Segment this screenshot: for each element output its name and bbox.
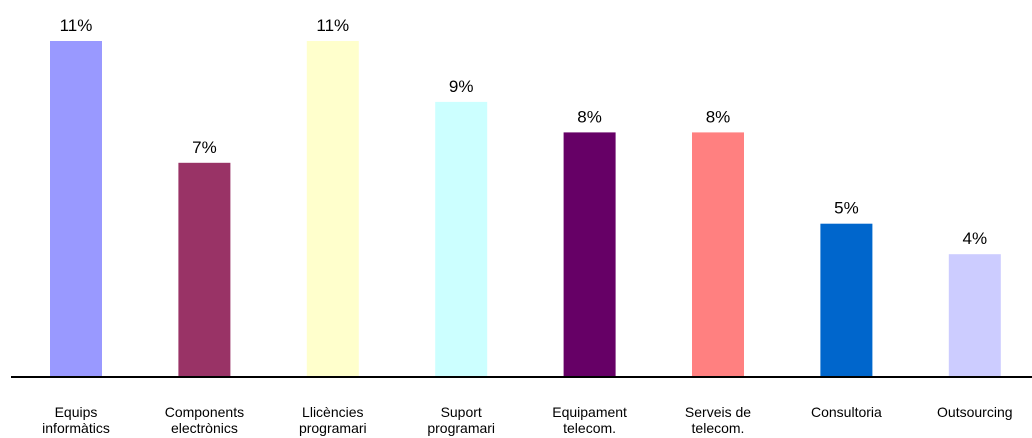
bar (306, 41, 359, 376)
bar (178, 162, 231, 376)
category-tick-label: Llicències (302, 404, 363, 420)
data-label: 8% (706, 107, 731, 126)
bar (948, 254, 1001, 376)
category-tick-label: programari (427, 420, 495, 436)
category-tick-label: electrònics (171, 420, 238, 436)
bar (50, 41, 102, 376)
category-tick-label: Components (165, 404, 244, 420)
category-tick-label: Consultoria (811, 404, 882, 420)
data-labels-group: 11% 7% 11% 9% 8% 8% 5% 4% (60, 16, 987, 248)
category-tick-label: Outsourcing (937, 404, 1012, 420)
bar (563, 132, 616, 376)
category-tick-label: telecom. (692, 420, 745, 436)
data-label: 9% (449, 77, 474, 96)
category-tick-label: informàtics (42, 420, 110, 436)
category-tick-label: Equipament (552, 404, 627, 420)
data-label: 8% (577, 107, 602, 126)
category-tick-label: Serveis de (685, 404, 751, 420)
category-tick-label: programari (299, 420, 367, 436)
data-label: 11% (60, 16, 93, 35)
data-label: 7% (192, 138, 217, 157)
bar (692, 132, 744, 376)
category-tick-label: Suport (441, 404, 482, 420)
bar (435, 101, 488, 377)
category-tick-label: Equips (55, 404, 98, 420)
bars-group (50, 41, 1001, 377)
data-label: 4% (963, 229, 988, 248)
category-tick-label: telecom. (563, 420, 616, 436)
bar (820, 223, 873, 376)
data-label: 11% (316, 16, 349, 35)
data-label: 5% (834, 199, 859, 218)
